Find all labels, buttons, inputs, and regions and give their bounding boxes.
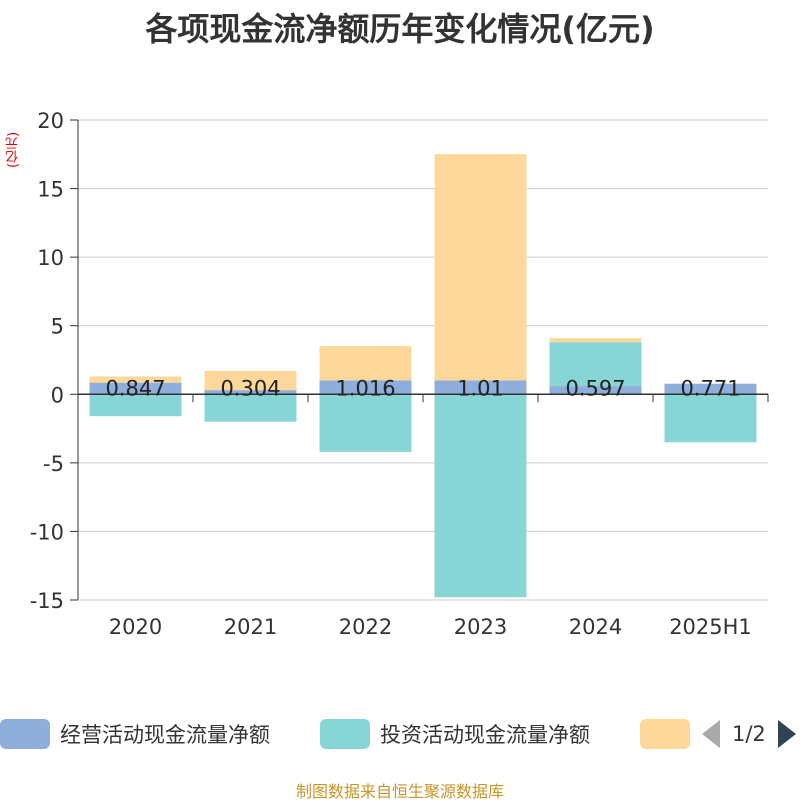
legend-swatch-operating — [0, 719, 50, 749]
y-tick-label: -10 — [30, 520, 64, 544]
x-tick-label-2021: 2021 — [224, 615, 277, 639]
data-label-2020: 0.847 — [105, 376, 165, 400]
legend-swatch-investing — [320, 719, 370, 749]
legend-pager: 1/2 — [702, 716, 796, 752]
bar-series0-2023 — [434, 380, 527, 395]
bar-series0-2020 — [89, 382, 182, 395]
x-tick-label-2024: 2024 — [569, 615, 622, 639]
bar-series0-2021 — [204, 390, 297, 395]
data-label-2024: 0.597 — [565, 376, 625, 400]
y-tick-label: 5 — [51, 315, 64, 339]
bar-series1-2023 — [434, 394, 527, 598]
bar-series2-2022 — [319, 346, 412, 381]
legend-prev-page-icon[interactable] — [702, 720, 720, 748]
bar-series2-2021 — [204, 370, 297, 391]
data-label-2022: 1.016 — [335, 376, 395, 400]
chart-title: 各项现金流净额历年变化情况(亿元) — [145, 10, 655, 48]
chart-plot: -15 -10 -5 0 5 10 15 20 0.847 0.304 1.016 1.01 0.597… — [30, 109, 769, 639]
bar-series1-2025H1 — [664, 394, 757, 443]
y-tick-label: 20 — [37, 109, 64, 133]
bar-series1-2024 — [549, 342, 642, 387]
data-label-2023: 1.01 — [457, 376, 504, 400]
bar-series0-2022 — [319, 380, 412, 395]
legend-item-operating[interactable]: 经营活动现金流量净额 — [0, 716, 270, 752]
x-tick-label-2022: 2022 — [339, 615, 392, 639]
legend-next-page-icon[interactable] — [777, 720, 796, 748]
y-tick-label: -15 — [30, 589, 64, 613]
x-tick-label-2025H1: 2025H1 — [669, 615, 752, 639]
legend-item-investing[interactable]: 投资活动现金流量净额 — [320, 716, 590, 752]
y-tick-label: -5 — [43, 452, 64, 476]
bar-series2-2024 — [549, 338, 642, 343]
y-tick-label: 10 — [37, 246, 64, 270]
legend-page-number: 1/2 — [732, 722, 766, 746]
chart-legend: 经营活动现金流量净额 投资活动现金流量净额 1/2 — [0, 716, 800, 752]
y-tick-label: 0 — [51, 383, 64, 407]
y-tick-label: 15 — [37, 178, 64, 202]
bar-series1-2020 — [89, 394, 182, 417]
bar-series1-2022 — [319, 394, 412, 452]
legend-label-investing: 投资活动现金流量净额 — [380, 723, 590, 747]
bar-series0-2025H1 — [664, 383, 757, 395]
x-tick-label-2023: 2023 — [454, 615, 507, 639]
bar-series2-2023 — [434, 154, 527, 381]
legend-item-third[interactable] — [640, 716, 690, 752]
x-tick-label-2020: 2020 — [109, 615, 162, 639]
data-label-2021: 0.304 — [220, 376, 280, 400]
legend-swatch-third — [640, 719, 690, 749]
bar-series1-2021 — [204, 394, 297, 422]
bar-series0-2024 — [549, 386, 642, 395]
data-label-2025H1: 0.771 — [680, 376, 740, 400]
legend-label-operating: 经营活动现金流量净额 — [60, 723, 270, 747]
data-source-note: 制图数据来自恒生聚源数据库 — [295, 782, 504, 801]
bar-series2-2020 — [89, 376, 182, 383]
